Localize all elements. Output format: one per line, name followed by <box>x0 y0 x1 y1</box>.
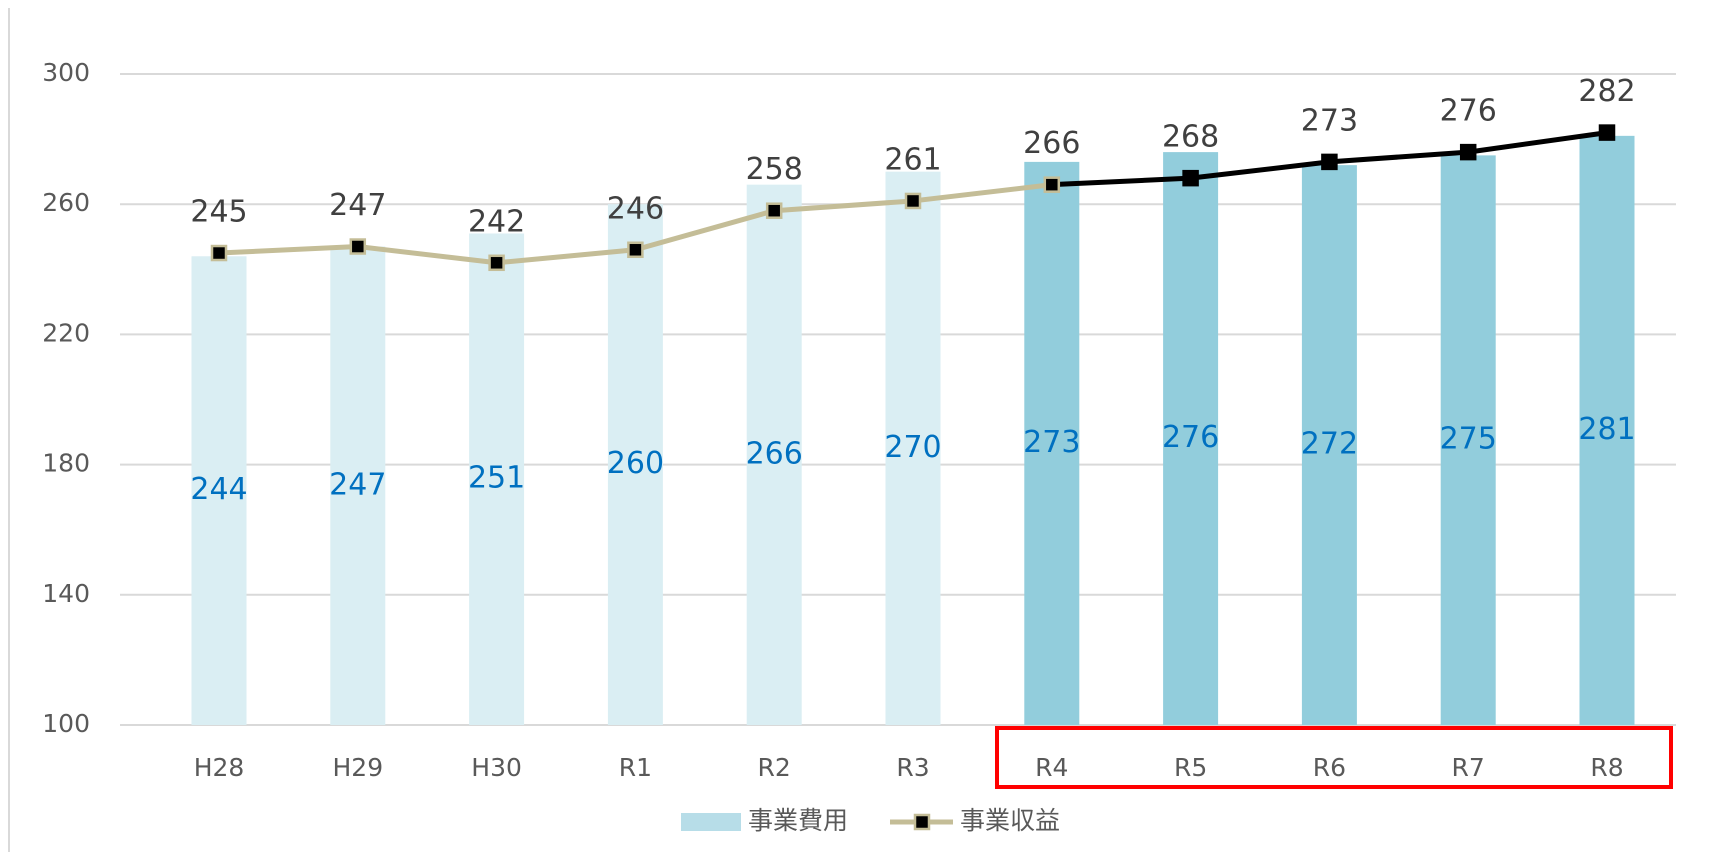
line-value-label: 242 <box>468 204 525 239</box>
legend-marker <box>913 813 931 831</box>
x-tick-label: H28 <box>194 753 245 782</box>
y-tick-label: 300 <box>42 58 90 87</box>
legend-label: 事業費用 <box>748 806 848 835</box>
y-tick-label: 260 <box>42 188 90 217</box>
line-marker <box>1321 153 1338 171</box>
bar-value-label: 247 <box>329 467 386 502</box>
bar <box>746 184 802 726</box>
line-segment <box>1190 159 1330 181</box>
bar <box>1440 155 1496 725</box>
highlight-box <box>995 726 1673 789</box>
x-tick-label: R8 <box>1590 753 1623 782</box>
x-tick-label: H30 <box>471 753 522 782</box>
line-value-label: 246 <box>607 191 664 226</box>
x-tick-label: R5 <box>1174 753 1207 782</box>
line-value-label: 247 <box>329 188 386 223</box>
bar <box>1579 135 1635 726</box>
bar-value-label: 260 <box>607 446 664 481</box>
line-value-label: 266 <box>1023 126 1080 161</box>
line-marker <box>627 241 644 259</box>
bar-value-label: 244 <box>190 472 247 507</box>
x-tick-label: R3 <box>896 753 929 782</box>
line-marker <box>904 192 922 210</box>
line-marker <box>488 254 505 272</box>
bar <box>1163 152 1219 725</box>
line-value-label: 245 <box>190 195 247 230</box>
bar <box>1301 165 1357 725</box>
line-segment <box>1051 175 1191 188</box>
bar <box>330 246 386 725</box>
line-value-label: 261 <box>884 142 941 177</box>
x-tick-label: H29 <box>332 753 383 782</box>
x-tick-label: R1 <box>619 753 652 782</box>
line-segment <box>1329 149 1469 165</box>
bar <box>1024 161 1080 725</box>
y-tick-label: 100 <box>42 709 90 738</box>
line-value-label: 273 <box>1301 103 1358 138</box>
legend-swatch <box>681 813 741 831</box>
legend-label: 事業収益 <box>960 806 1060 835</box>
bar-value-label: 276 <box>1162 420 1219 455</box>
x-tick-label: R4 <box>1035 753 1068 782</box>
line-marker <box>349 238 367 255</box>
line-marker <box>1459 143 1477 161</box>
line-segment <box>218 244 358 256</box>
y-tick-label: 180 <box>42 449 90 478</box>
bar <box>469 233 525 725</box>
x-tick-label: R6 <box>1313 753 1346 782</box>
bar-value-label: 266 <box>746 436 803 471</box>
line-segment <box>912 182 1053 204</box>
line-value-label: 258 <box>746 152 803 187</box>
bar-value-label: 281 <box>1578 412 1635 447</box>
bar-value-label: 270 <box>884 430 941 465</box>
bar-value-label: 273 <box>1023 425 1080 460</box>
line-segment <box>774 198 914 214</box>
y-tick-label: 140 <box>42 579 90 608</box>
line-segment <box>1467 130 1608 155</box>
line-segment <box>357 244 497 266</box>
line-value-label: 268 <box>1162 120 1219 155</box>
line-marker <box>1043 176 1061 193</box>
line-marker <box>765 202 783 219</box>
bar-value-label: 272 <box>1301 427 1358 462</box>
line-marker <box>1182 169 1199 187</box>
bar <box>885 171 941 725</box>
bar-value-label: 251 <box>468 461 525 496</box>
x-tick-label: R7 <box>1452 753 1485 782</box>
y-tick-label: 220 <box>42 318 90 347</box>
line-marker <box>1598 124 1616 141</box>
bar-value-label: 275 <box>1440 422 1497 457</box>
x-tick-label: R2 <box>758 753 791 782</box>
bar <box>191 256 247 725</box>
line-segment <box>496 247 636 266</box>
line-value-label: 276 <box>1440 94 1497 129</box>
line-marker <box>210 244 228 262</box>
line-segment <box>634 208 775 253</box>
bar <box>607 204 663 725</box>
line-value-label: 282 <box>1578 74 1635 109</box>
